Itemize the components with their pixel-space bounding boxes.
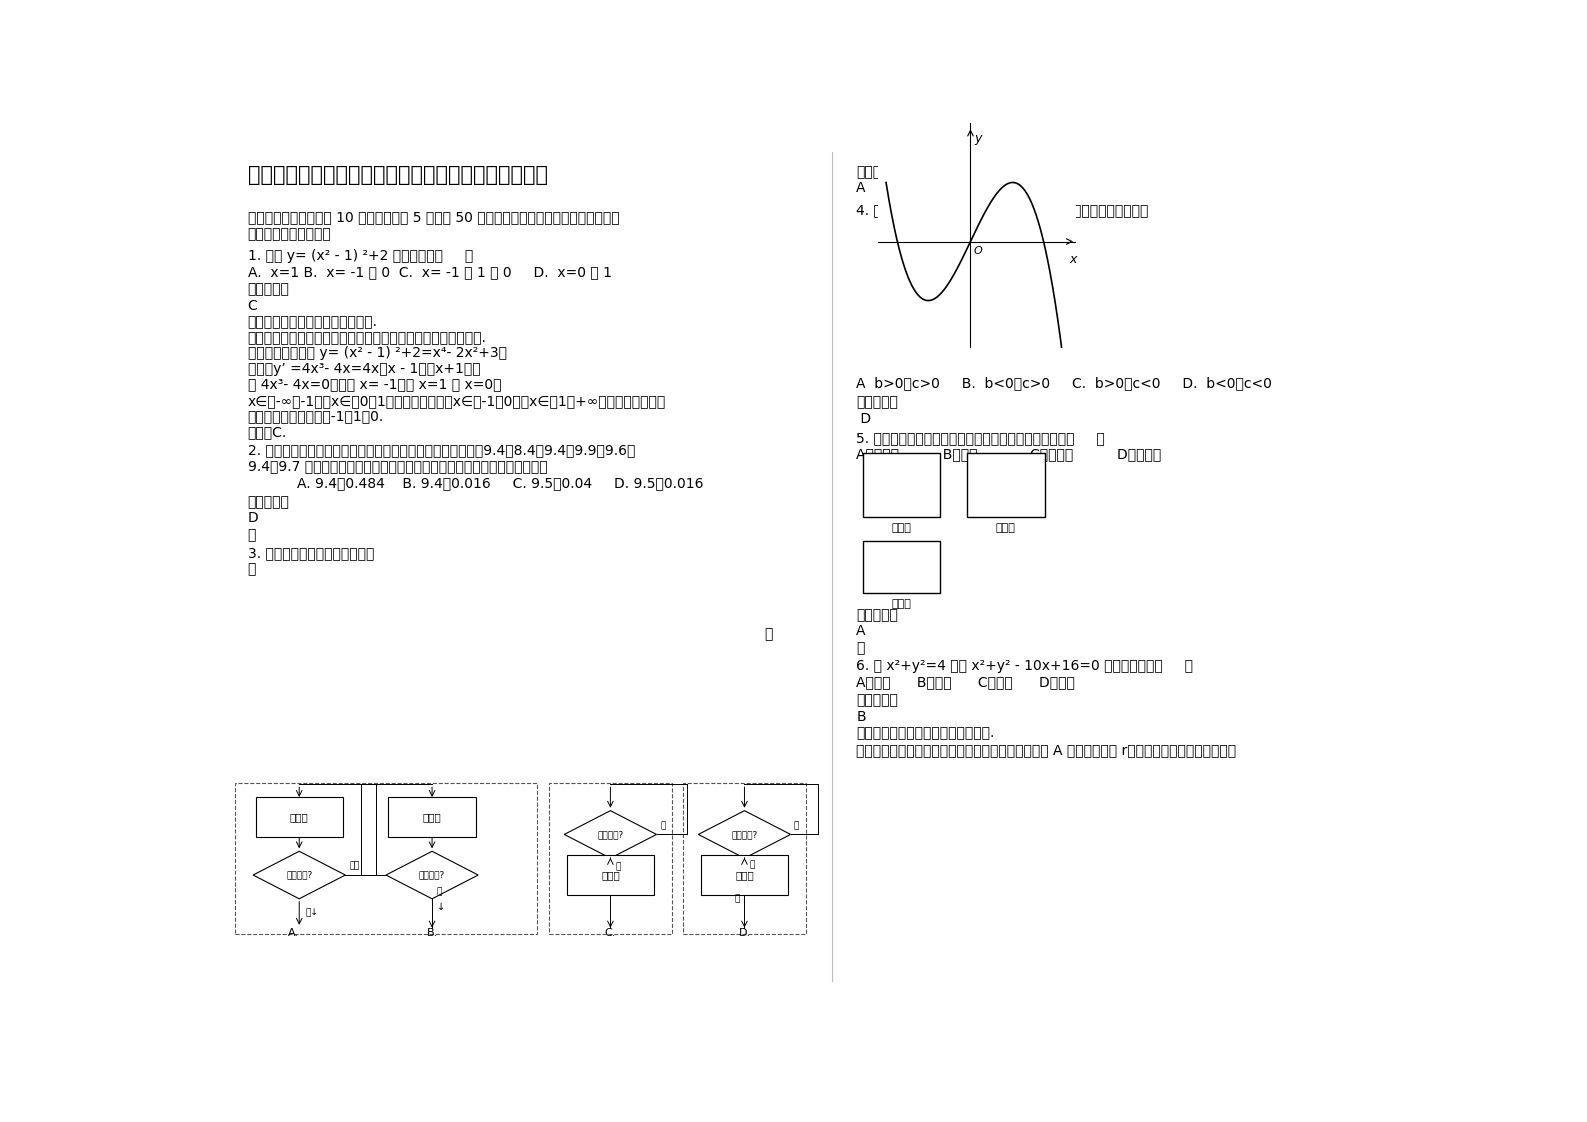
Text: 【分析】求出函数的导数，通过导数为，求解函数的极值点即可.: 【分析】求出函数的导数，通过导数为，求解函数的极值点即可. (248, 331, 487, 344)
Text: 正视图: 正视图 (892, 523, 911, 533)
Text: 否: 否 (436, 888, 443, 896)
Text: x: x (1070, 254, 1078, 266)
Text: 否: 否 (349, 862, 354, 871)
Text: 循环体: 循环体 (290, 812, 308, 822)
Text: 参考答案：: 参考答案： (857, 608, 898, 622)
Text: A、相交      B、外切      C、内切      D、外离: A、相交 B、外切 C、内切 D、外离 (857, 675, 1076, 689)
Text: 4. 若函数 f(x)=ax³+bx²+cx+d 的图象如图所示，则一定有: 4. 若函数 f(x)=ax³+bx²+cx+d 的图象如图所示，则一定有 (857, 203, 1149, 217)
Text: 满足条件?: 满足条件? (286, 871, 313, 880)
Bar (863, 541, 940, 592)
Text: 否: 否 (660, 821, 665, 830)
Text: A.: A. (287, 928, 298, 938)
Text: 循环体: 循环体 (601, 870, 621, 880)
Text: 令 4x³- 4x=0，可得 x= -1，或 x=1 或 x=0，: 令 4x³- 4x=0，可得 x= -1，或 x=1 或 x=0， (248, 377, 501, 392)
Text: 循环体: 循环体 (735, 870, 754, 880)
Text: y: y (974, 132, 981, 145)
Text: 【解答】解：函数 y= (x² - 1) ²+2=x⁴- 2x²+3，: 【解答】解：函数 y= (x² - 1) ²+2=x⁴- 2x²+3， (248, 347, 506, 360)
Text: O: O (974, 246, 982, 256)
Polygon shape (698, 811, 790, 858)
Text: C: C (248, 298, 257, 313)
Text: 5. 已知某几何体的三视图如图所示，那么这个几何体是（     ）: 5. 已知某几何体的三视图如图所示，那么这个几何体是（ ） (857, 431, 1105, 445)
Text: 【考点】圆与圆的位置关系及其判定.: 【考点】圆与圆的位置关系及其判定. (857, 726, 995, 741)
Polygon shape (386, 852, 478, 899)
Text: 是: 是 (354, 862, 359, 871)
Text: A. 9.4；0.484    B. 9.4；0.016     C. 9.5；0.04     D. 9.5；0.016: A. 9.4；0.484 B. 9.4；0.016 C. 9.5；0.04 D.… (297, 476, 703, 490)
Text: 满足条件?: 满足条件? (597, 830, 624, 839)
Text: 【分析】把第二个圆的方程化为标准方程，找出圆心 A 的坐标和半径 r，再由第一个圆的方程找出圆: 【分析】把第二个圆的方程化为标准方程，找出圆心 A 的坐标和半径 r，再由第一个… (857, 743, 1236, 757)
Text: 是↓: 是↓ (305, 909, 319, 918)
Text: D: D (857, 412, 871, 426)
Text: 1. 函数 y= (x² - 1) ²+2 的极值点是（     ）: 1. 函数 y= (x² - 1) ²+2 的极值点是（ ） (248, 249, 473, 263)
Text: 满足条件?: 满足条件? (419, 871, 446, 880)
Polygon shape (565, 811, 657, 858)
Text: A  b>0，c>0     B.  b<0，c>0     C.  b>0，c<0     D.  b<0，c<0: A b>0，c>0 B. b<0，c>0 C. b>0，c<0 D. b<0，c… (857, 377, 1273, 390)
Text: A.  x=1 B.  x= -1 或 0  C.  x= -1 或 1 或 0     D.  x=0 或 1: A. x=1 B. x= -1 或 0 C. x= -1 或 1 或 0 D. … (248, 265, 611, 279)
FancyBboxPatch shape (389, 798, 476, 837)
Text: 是: 是 (794, 821, 798, 830)
Text: 可得：y’ =4x³- 4x=4x（x - 1）（x+1），: 可得：y’ =4x³- 4x=4x（x - 1）（x+1）， (248, 362, 481, 376)
Text: 参考答案：: 参考答案： (857, 693, 898, 708)
Text: 循环体: 循环体 (422, 812, 441, 822)
Text: A、长方体          B、圆柱            C、四棱锥          D、四棱台: A、长方体 B、圆柱 C、四棱锥 D、四棱台 (857, 448, 1162, 461)
Text: 参考答案：: 参考答案： (248, 495, 289, 509)
Text: 参考答案：: 参考答案： (857, 396, 898, 410)
Text: 参考答案：: 参考答案： (248, 283, 289, 296)
Bar (863, 453, 940, 516)
Text: 3. 在下图中，直到型循环结构为: 3. 在下图中，直到型循环结构为 (248, 546, 375, 560)
FancyBboxPatch shape (567, 855, 654, 895)
Text: 俯视图: 俯视图 (892, 599, 911, 609)
Text: x∈（-∞，-1），x∈（0，1）函数是减函数；x∈（-1，0），x∈（1，+∞）函数是增函数，: x∈（-∞，-1），x∈（0，1）函数是减函数；x∈（-1，0），x∈（1，+∞… (248, 394, 667, 407)
Text: B: B (857, 710, 867, 724)
Text: 参考答案：: 参考答案： (857, 165, 898, 178)
Text: 略: 略 (248, 527, 256, 542)
Text: 是: 是 (616, 863, 621, 872)
Text: 一、选择题：本大题共 10 小题，每小题 5 分，共 50 分。在每小题给出的四个选项中，只有: 一、选择题：本大题共 10 小题，每小题 5 分，共 50 分。在每小题给出的四… (248, 211, 619, 224)
Text: 6. 圆 x²+y²=4 与圆 x²+y² - 10x+16=0 的位置关系为（     ）: 6. 圆 x²+y²=4 与圆 x²+y² - 10x+16=0 的位置关系为（… (857, 659, 1193, 673)
Text: 略: 略 (857, 641, 865, 655)
Text: 9.4、9.7 去掉一个最高分和一个最低分后，所剩数据的平均值和方差分别为: 9.4、9.7 去掉一个最高分和一个最低分后，所剩数据的平均值和方差分别为 (248, 460, 548, 473)
Text: 否: 否 (735, 894, 740, 903)
Text: 是: 是 (749, 861, 755, 870)
Text: ）: ） (765, 627, 773, 641)
Text: C.: C. (605, 928, 616, 938)
Text: 【考点】利用导数研究函数的极值.: 【考点】利用导数研究函数的极值. (248, 315, 378, 329)
Text: （: （ (248, 562, 256, 577)
FancyBboxPatch shape (701, 855, 789, 895)
Text: A: A (857, 182, 867, 195)
Text: A: A (857, 625, 867, 638)
FancyBboxPatch shape (682, 783, 806, 934)
FancyBboxPatch shape (549, 783, 671, 934)
Text: 四川省凉山市盐源职业中学高二数学理期末试题含解析: 四川省凉山市盐源职业中学高二数学理期末试题含解析 (248, 165, 548, 185)
FancyBboxPatch shape (235, 783, 536, 934)
Text: 是一个符合题目要求的: 是一个符合题目要求的 (248, 227, 332, 241)
Text: 满足条件?: 满足条件? (732, 830, 757, 839)
Polygon shape (252, 852, 346, 899)
Text: 所以函数的极值点为：-1，1，0.: 所以函数的极值点为：-1，1，0. (248, 410, 384, 423)
Text: 故选：C.: 故选：C. (248, 425, 287, 439)
Text: D: D (248, 512, 259, 525)
Bar (966, 453, 1044, 516)
Text: ↓: ↓ (436, 902, 444, 912)
FancyBboxPatch shape (256, 798, 343, 837)
Text: D.: D. (738, 928, 751, 938)
Text: B.: B. (427, 928, 438, 938)
Text: 侧视图: 侧视图 (997, 523, 1016, 533)
Text: 2. 在一次歌手大奖赛上，七位评委为歌手打出的分数分别为：9.4、8.4、9.4、9.9、9.6、: 2. 在一次歌手大奖赛上，七位评委为歌手打出的分数分别为：9.4、8.4、9.4… (248, 443, 635, 457)
